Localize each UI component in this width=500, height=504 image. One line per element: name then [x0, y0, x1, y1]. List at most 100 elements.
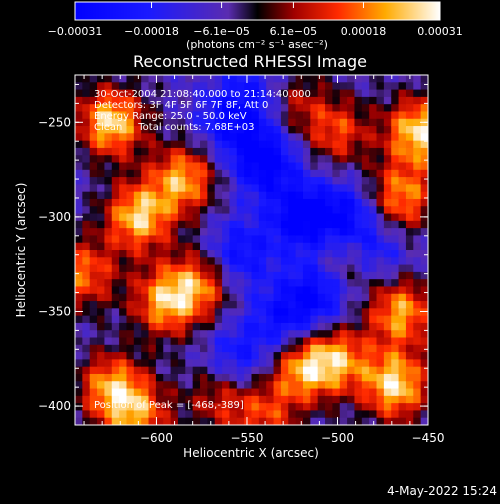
- heatmap-cell: [383, 315, 392, 324]
- heatmap-cell: [398, 395, 407, 404]
- heatmap-cell: [310, 126, 319, 134]
- heatmap-cell: [133, 250, 142, 258]
- heatmap-cell: [295, 250, 304, 258]
- heatmap-cell: [398, 220, 407, 229]
- heatmap-cell: [97, 75, 106, 83]
- heatmap-cell: [339, 111, 348, 120]
- heatmap-cell: [82, 366, 91, 375]
- heatmap-cell: [200, 373, 208, 382]
- heatmap-cell: [192, 344, 201, 353]
- heatmap-cell: [214, 395, 223, 404]
- heatmap-cell: [192, 337, 201, 346]
- heatmap-cell: [347, 242, 356, 251]
- heatmap-cell: [177, 104, 186, 113]
- heatmap-cell: [214, 410, 223, 419]
- heatmap-cell: [317, 286, 326, 295]
- heatmap-cell: [405, 198, 414, 207]
- heatmap-cell: [383, 301, 392, 309]
- heatmap-cell: [207, 206, 216, 215]
- heatmap-cell: [104, 322, 113, 331]
- heatmap-cell: [325, 133, 333, 142]
- heatmap-cell: [141, 184, 150, 193]
- heatmap-cell: [97, 352, 106, 360]
- heatmap-cell: [369, 140, 378, 149]
- heatmap-cell: [222, 162, 231, 171]
- heatmap-cell: [273, 140, 282, 149]
- heatmap-cell: [97, 395, 106, 404]
- heatmap-cell: [251, 388, 260, 397]
- heatmap-cell: [273, 191, 282, 200]
- heatmap-cell: [347, 184, 356, 193]
- heatmap-cell: [104, 155, 113, 164]
- heatmap-cell: [295, 352, 304, 360]
- heatmap-cell: [185, 388, 194, 397]
- heatmap-cell: [82, 75, 91, 83]
- heatmap-cell: [244, 75, 253, 83]
- heatmap-cell: [295, 133, 304, 142]
- heatmap-cell: [280, 271, 289, 280]
- heatmap-cell: [236, 286, 245, 295]
- heatmap-cell: [273, 155, 282, 164]
- heatmap-cell: [214, 89, 223, 98]
- heatmap-cell: [354, 220, 363, 229]
- heatmap-cell: [185, 220, 194, 229]
- heatmap-cell: [119, 330, 128, 339]
- heatmap-cell: [229, 147, 238, 156]
- heatmap-cell: [119, 410, 128, 419]
- heatmap-cell: [75, 133, 83, 142]
- heatmap-cell: [251, 177, 260, 185]
- heatmap-cell: [325, 126, 333, 134]
- heatmap-cell: [398, 403, 407, 412]
- heatmap-cell: [200, 388, 208, 397]
- heatmap-cell: [82, 242, 91, 251]
- heatmap-cell: [310, 242, 319, 251]
- heatmap-cell: [177, 301, 186, 309]
- heatmap-cell: [200, 308, 208, 317]
- heatmap-cell: [376, 388, 385, 397]
- heatmap-cell: [244, 177, 253, 185]
- heatmap-cell: [214, 322, 223, 331]
- heatmap-cell: [89, 381, 98, 390]
- heatmap-cell: [185, 118, 194, 127]
- heatmap-cell: [89, 308, 98, 317]
- heatmap-cell: [383, 381, 392, 390]
- heatmap-cell: [141, 308, 150, 317]
- heatmap-cell: [111, 315, 120, 324]
- heatmap-cell: [354, 184, 363, 193]
- heatmap-cell: [420, 111, 428, 120]
- heatmap-cell: [126, 177, 135, 185]
- heatmap-cell: [325, 89, 333, 98]
- heatmap-cell: [111, 191, 120, 200]
- heatmap-cell: [192, 126, 201, 134]
- heatmap-cell: [111, 89, 120, 98]
- heatmap-cell: [89, 352, 98, 360]
- heatmap-cell: [258, 228, 267, 237]
- heatmap-cell: [398, 373, 407, 382]
- heatmap-cell: [200, 162, 208, 171]
- heatmap-cell: [177, 257, 186, 266]
- heatmap-cell: [361, 403, 370, 412]
- heatmap-cell: [391, 82, 400, 91]
- heatmap-cell: [244, 366, 253, 375]
- heatmap-cell: [258, 89, 267, 98]
- heatmap-cell: [141, 191, 150, 200]
- heatmap-cell: [361, 381, 370, 390]
- heatmap-cell: [251, 104, 260, 113]
- heatmap-cell: [258, 250, 267, 258]
- heatmap-cell: [133, 381, 142, 390]
- heatmap-cell: [310, 293, 319, 302]
- heatmap-cell: [119, 235, 128, 244]
- heatmap-cell: [119, 388, 128, 397]
- heatmap-cell: [119, 75, 128, 83]
- heatmap-cell: [361, 235, 370, 244]
- heatmap-cell: [413, 279, 422, 288]
- heatmap-cell: [354, 169, 363, 178]
- heatmap-cell: [391, 352, 400, 360]
- heatmap-cell: [405, 82, 414, 91]
- heatmap-cell: [236, 162, 245, 171]
- heatmap-cell: [325, 75, 333, 83]
- heatmap-cell: [347, 381, 356, 390]
- heatmap-cell: [236, 271, 245, 280]
- heatmap-cell: [273, 315, 282, 324]
- heatmap-cell: [361, 206, 370, 215]
